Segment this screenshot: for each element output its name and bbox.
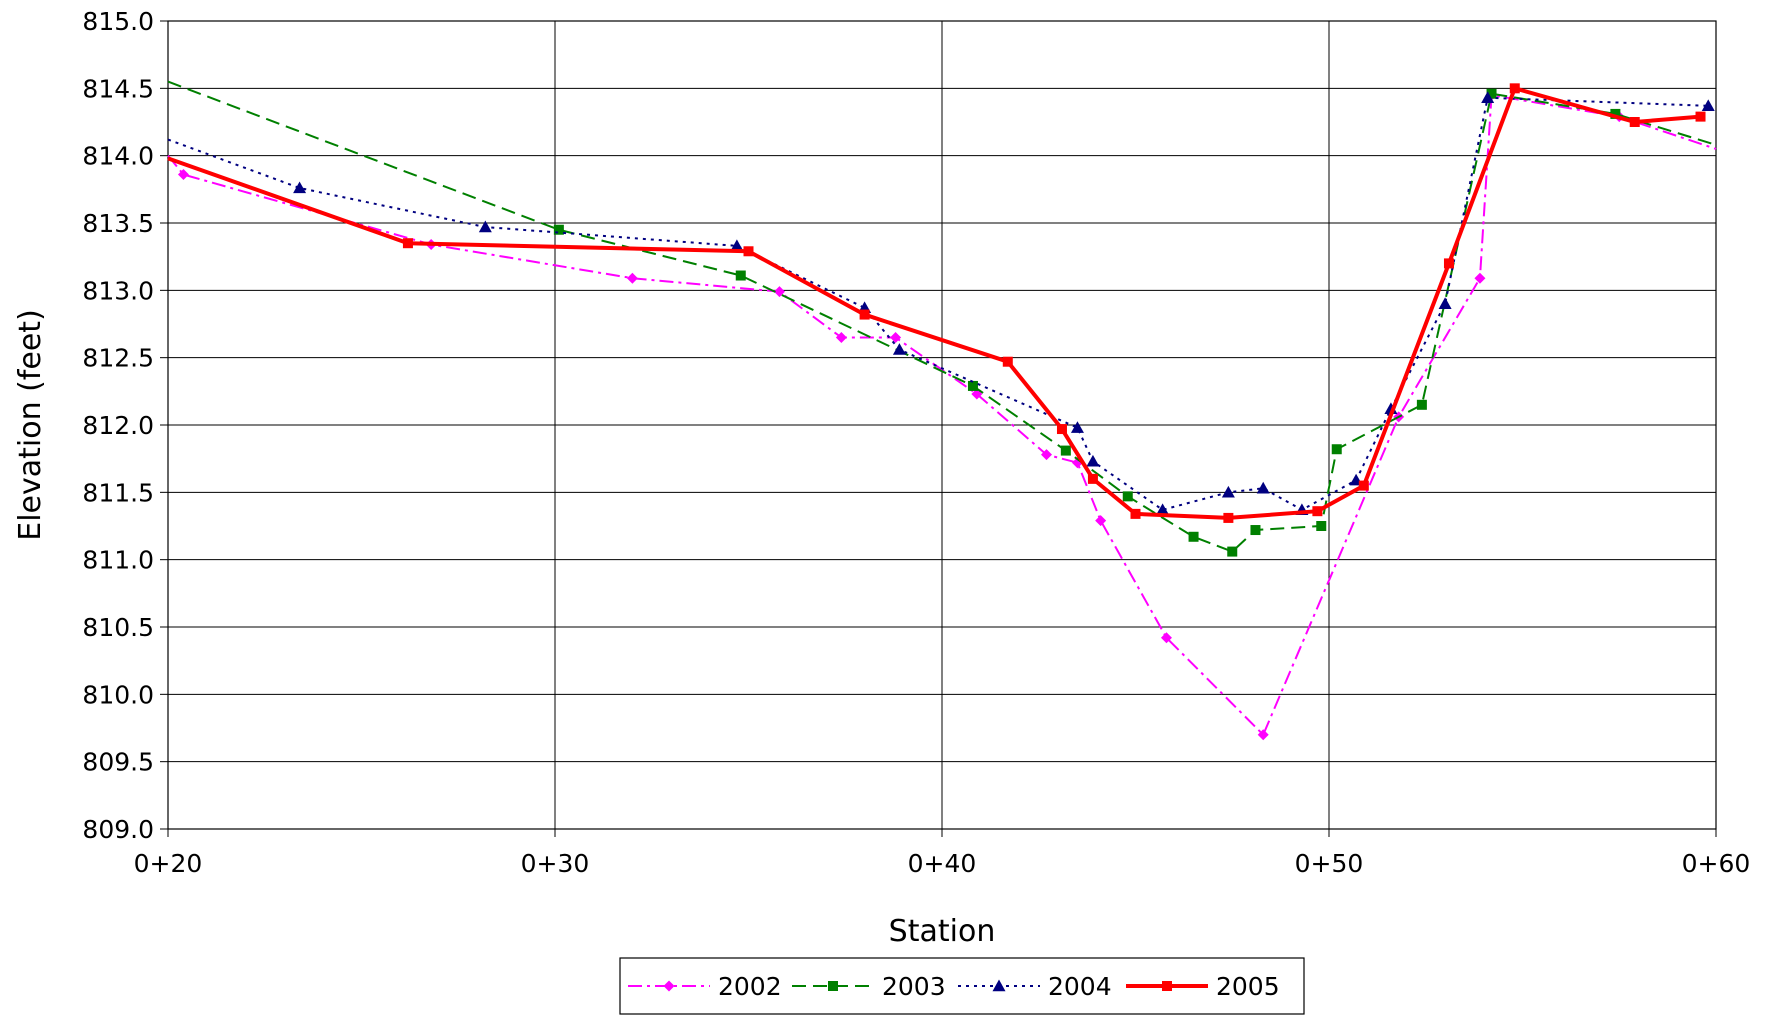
legend-item-2002: 2002	[628, 972, 782, 1001]
data-point-2004	[1701, 99, 1715, 112]
data-point-2003	[1486, 88, 1497, 99]
data-point-2002	[835, 331, 847, 343]
legend-item-2004: 2004	[958, 972, 1112, 1001]
data-point-2002	[177, 169, 189, 181]
y-tick-label: 814.5	[82, 74, 154, 103]
y-tick-label: 814.0	[82, 142, 154, 171]
y-tick-label: 813.5	[82, 209, 154, 238]
x-tick-label: 0+30	[521, 849, 590, 878]
legend-item-2005: 2005	[1126, 972, 1280, 1001]
series-2003	[167, 80, 1717, 557]
data-point-2003	[735, 270, 746, 281]
data-point-2003	[1122, 491, 1133, 502]
data-point-2002	[626, 272, 638, 284]
data-point-2005	[402, 238, 413, 249]
data-point-2003	[1060, 445, 1071, 456]
x-tick-label: 0+60	[1682, 849, 1751, 878]
series-line-2004	[167, 96, 1709, 511]
data-point-2004	[1156, 503, 1170, 516]
x-tick-label: 0+50	[1295, 849, 1364, 878]
y-tick-label: 815.0	[82, 7, 154, 36]
series-lines	[167, 80, 1717, 741]
data-point-2003	[1227, 546, 1238, 557]
data-point-2004	[730, 239, 744, 252]
data-point-2005	[1312, 506, 1323, 517]
data-point-2002	[1160, 632, 1172, 644]
data-point-2004	[1256, 481, 1270, 494]
data-point-2005	[1223, 512, 1234, 523]
data-point-2004	[1070, 421, 1084, 433]
legend-swatch-marker	[992, 979, 1006, 992]
data-point-2002	[1095, 515, 1107, 527]
data-point-2005	[1509, 83, 1520, 94]
x-tick-label: 0+40	[908, 849, 977, 878]
data-point-2004	[1221, 485, 1235, 498]
series-line-2002	[167, 94, 1717, 736]
legend-swatch-marker	[663, 980, 675, 992]
data-point-2005	[859, 309, 870, 320]
data-point-2004	[892, 343, 906, 355]
data-point-2002	[1474, 272, 1486, 284]
data-point-2005	[1358, 480, 1369, 491]
y-tick-label: 812.5	[82, 344, 154, 373]
data-point-2004	[478, 220, 492, 233]
legend-item-2003: 2003	[792, 972, 946, 1001]
data-point-2002	[1257, 729, 1269, 741]
data-point-2005	[1443, 258, 1454, 269]
data-point-2004	[293, 181, 307, 194]
axes: 815.0 814.5 814.0 813.5 813.0 812.5 812.0 811.5…	[82, 7, 1750, 878]
data-point-2002	[1040, 449, 1052, 461]
data-point-2005	[1002, 356, 1013, 367]
data-point-2003	[1610, 108, 1621, 119]
legend-label: 2004	[1048, 972, 1112, 1001]
y-tick-label: 813.0	[82, 276, 154, 305]
x-tick-label: 0+20	[134, 849, 203, 878]
data-point-2003	[1316, 521, 1327, 531]
x-axis-title: Station	[889, 914, 996, 949]
data-point-2002	[890, 331, 902, 343]
legend-box	[619, 957, 1305, 1015]
data-point-2003	[967, 380, 978, 391]
y-axis-title: Elevation (feet)	[13, 309, 48, 541]
data-point-2004	[1481, 91, 1495, 103]
data-point-2003	[553, 224, 564, 235]
y-tick-label: 810.5	[82, 613, 154, 642]
data-point-2005	[1695, 111, 1706, 122]
legend-label: 2002	[718, 972, 782, 1001]
legend: 2002 2003 2004 2005	[619, 957, 1305, 1015]
y-tick-label: 812.0	[82, 411, 154, 440]
data-point-2003	[1188, 531, 1199, 542]
series-2005	[167, 83, 1706, 523]
legend-swatch-marker	[1162, 981, 1172, 991]
data-point-2005	[1056, 424, 1067, 435]
legend-label: 2005	[1216, 972, 1280, 1001]
data-point-2003	[1416, 399, 1427, 410]
y-tick-label: 810.0	[82, 680, 154, 709]
data-point-2003	[1331, 444, 1342, 455]
data-point-2005	[1130, 508, 1141, 519]
data-point-2005	[743, 246, 754, 257]
data-point-2005	[1087, 473, 1098, 484]
data-point-2004	[1438, 297, 1452, 309]
data-point-2005	[1629, 117, 1640, 127]
data-point-2003	[1250, 525, 1261, 536]
legend-label: 2003	[882, 972, 946, 1001]
y-tick-label: 809.5	[82, 748, 154, 777]
y-tick-label: 811.0	[82, 546, 154, 575]
legend-swatch-marker	[828, 981, 838, 991]
y-tick-label: 811.5	[82, 478, 154, 507]
y-tick-label: 809.0	[82, 815, 154, 844]
data-point-2004	[1086, 454, 1100, 467]
